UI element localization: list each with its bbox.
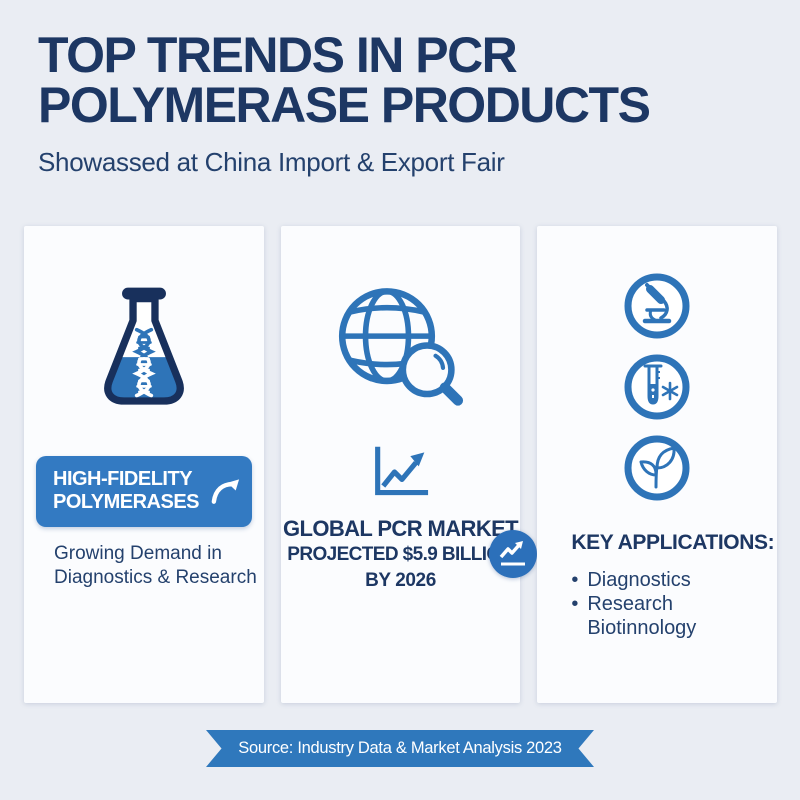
header: TOP TRENDS IN PCR POLYMERASE PRODUCTS Sh… bbox=[38, 30, 770, 178]
badge-label-line1: HIGH-FIDELITY bbox=[53, 468, 193, 490]
trend-arrow-badge-icon bbox=[489, 530, 538, 578]
flask-dna-icon bbox=[89, 284, 199, 412]
list-item-label: Diagnostics bbox=[587, 569, 691, 591]
source-label: Source: Industry Data & Market Analysis … bbox=[238, 739, 562, 757]
description-line1: Growing Demand in bbox=[54, 543, 222, 564]
curved-up-arrow-icon bbox=[209, 476, 242, 506]
applications-text: KEY APPLICATIONS: • Diagnostics • Resear… bbox=[571, 531, 777, 640]
application-icons bbox=[624, 273, 690, 501]
applications-heading: KEY APPLICATIONS: bbox=[571, 531, 775, 554]
list-item: • Research bbox=[571, 592, 777, 616]
page-title: TOP TRENDS IN PCR POLYMERASE PRODUCTS bbox=[38, 30, 770, 130]
market-headline-line1: GLOBAL PCR MARKET bbox=[282, 516, 519, 541]
card-market: GLOBAL PCR MARKET PROJECTED $5.9 BILLION… bbox=[280, 226, 538, 703]
list-item-label: Research bbox=[587, 593, 673, 615]
market-headline-line3: BY 2026 bbox=[365, 570, 436, 591]
polymerases-description: Growing Demand in Diagnostics & Research bbox=[54, 542, 264, 590]
line-chart-icon bbox=[370, 444, 432, 500]
globe-magnifier-icon bbox=[331, 282, 471, 408]
list-item: • Diagnostics bbox=[571, 568, 777, 592]
market-headline-line2: PROJECTED $5.9 BILLION bbox=[287, 544, 514, 565]
badge-label-line2: POLYMERASES bbox=[53, 491, 200, 513]
source-ribbon: Source: Industry Data & Market Analysis … bbox=[206, 730, 594, 767]
list-item-label: Biotinnology bbox=[587, 617, 697, 639]
bullet-dot: • bbox=[571, 593, 579, 615]
applications-list: • Diagnostics • Research • Biotinnology bbox=[571, 568, 777, 640]
high-fidelity-badge: HIGH-FIDELITY POLYMERASES bbox=[36, 456, 252, 527]
market-headline: GLOBAL PCR MARKET PROJECTED $5.9 BILLION… bbox=[282, 516, 519, 594]
page-subtitle: Showassed at China Import & Export Fair bbox=[38, 147, 505, 177]
microscope-icon bbox=[624, 273, 690, 339]
page-title-line1: TOP TRENDS IN PCR bbox=[38, 27, 518, 83]
list-item: • Biotinnology bbox=[571, 616, 777, 640]
test-tube-snowflake-icon bbox=[624, 354, 690, 420]
page-title-line2: POLYMERASE PRODUCTS bbox=[38, 77, 651, 133]
bullet-dot: • bbox=[571, 569, 579, 591]
card-polymerases: HIGH-FIDELITY POLYMERASES Growing Demand… bbox=[24, 226, 264, 703]
description-line2: Diagnostics & Research bbox=[54, 567, 257, 588]
plant-leaf-icon bbox=[624, 435, 690, 501]
cards-row: HIGH-FIDELITY POLYMERASES Growing Demand… bbox=[24, 226, 778, 703]
high-fidelity-badge-label: HIGH-FIDELITY POLYMERASES bbox=[53, 468, 200, 514]
card-applications: KEY APPLICATIONS: • Diagnostics • Resear… bbox=[537, 226, 778, 703]
